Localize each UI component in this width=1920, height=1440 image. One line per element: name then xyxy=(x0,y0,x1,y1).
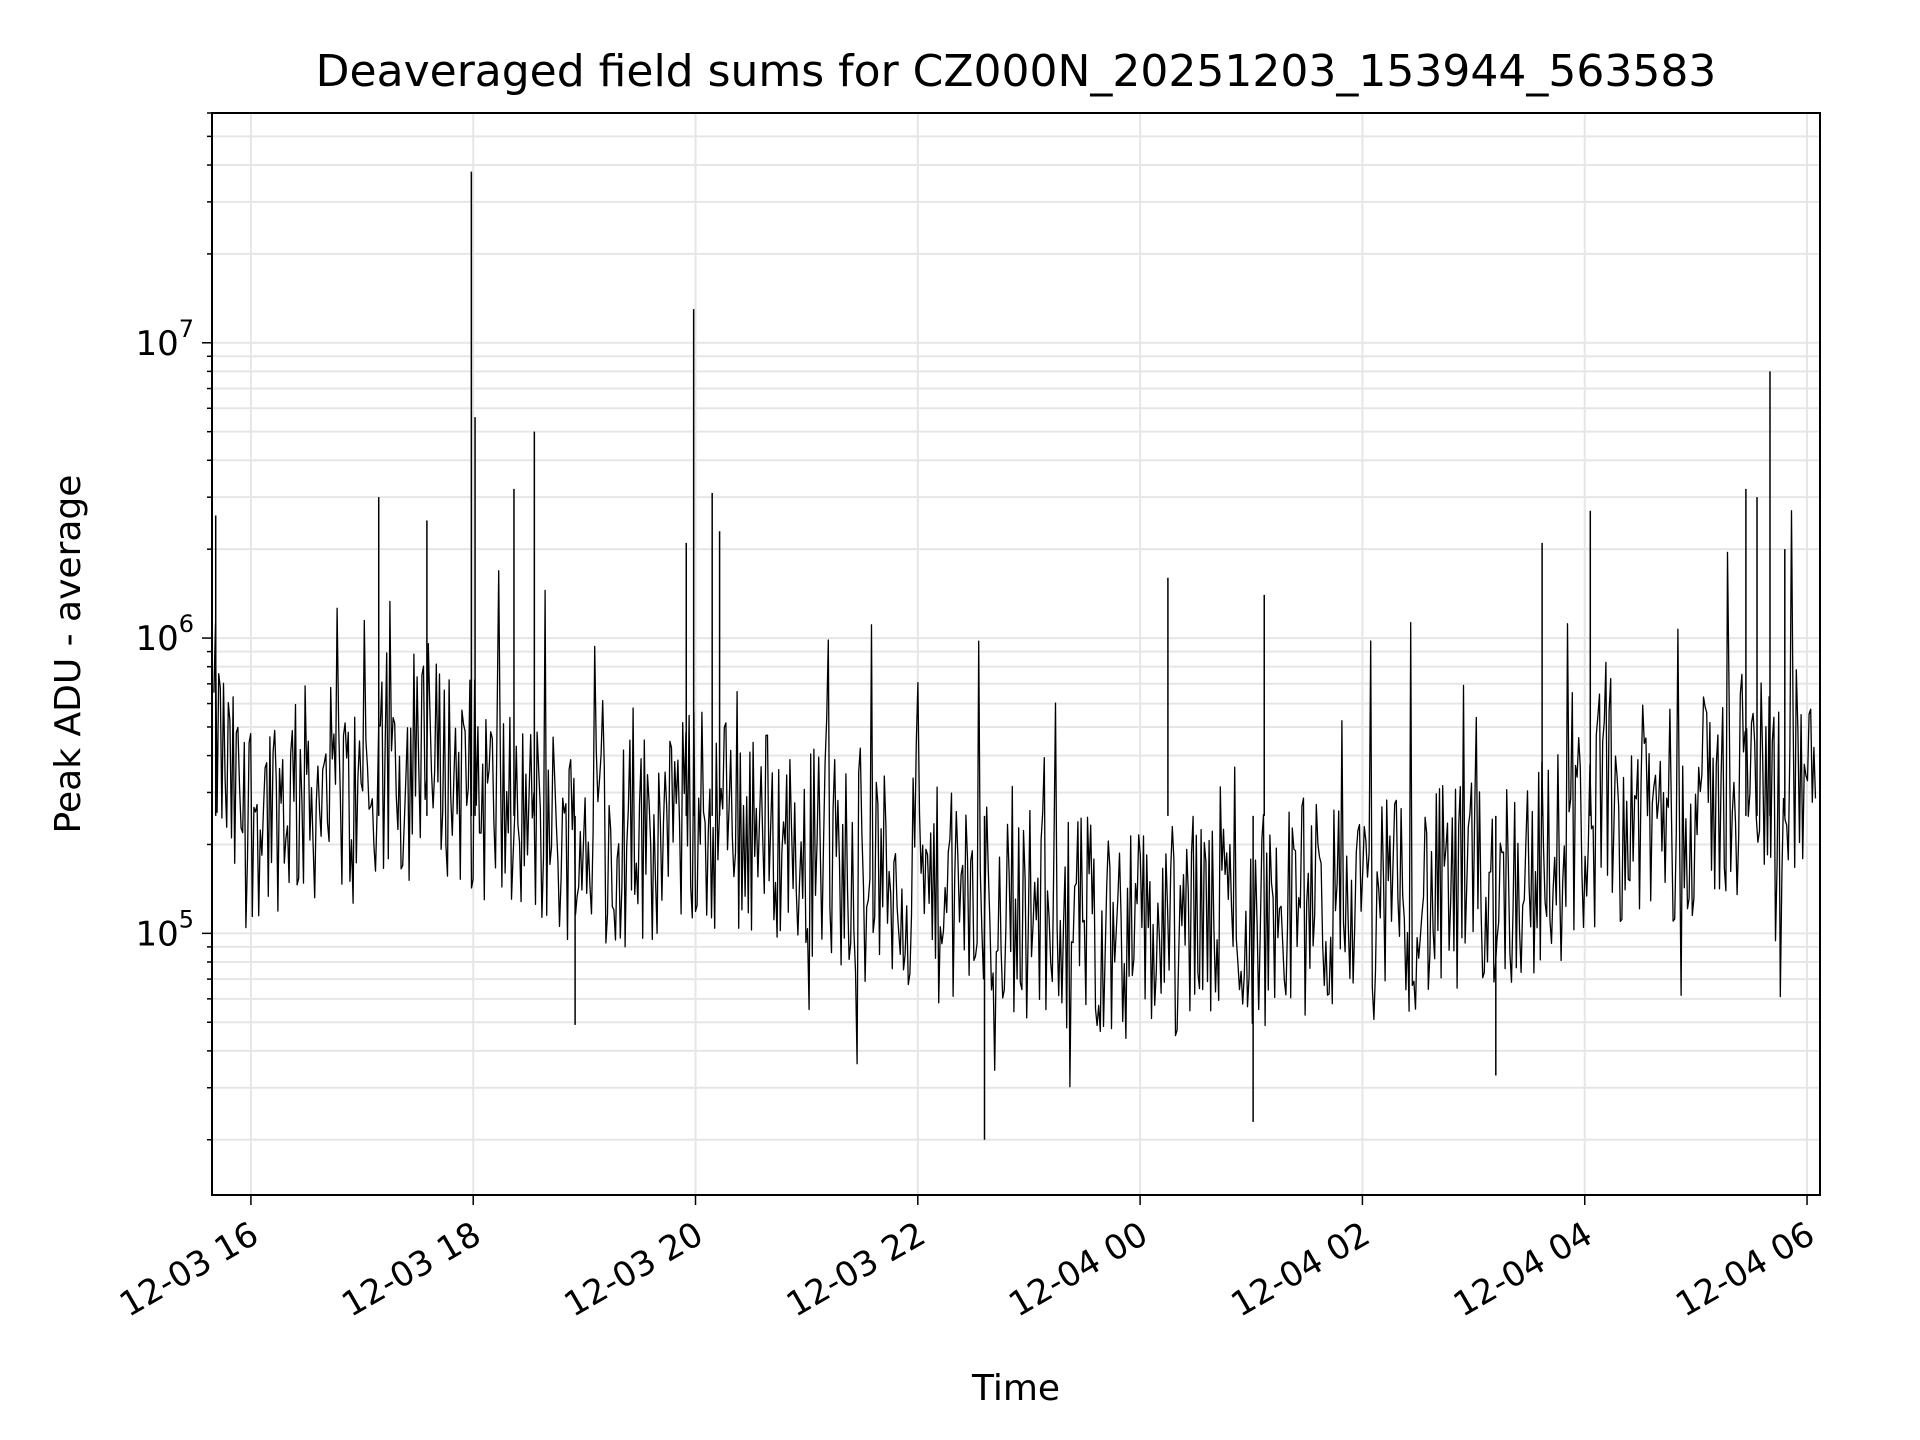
y-tick-label: 107 xyxy=(135,315,194,364)
grid xyxy=(212,112,1820,1195)
series-line xyxy=(213,510,1817,1088)
chart-title: Deaveraged field sums for CZ000N_2025120… xyxy=(316,46,1717,97)
y-tick-label: 105 xyxy=(135,905,194,954)
series-group xyxy=(213,171,1817,1140)
plot-frame xyxy=(211,112,1821,1196)
x-axis-label: Time xyxy=(971,1368,1060,1409)
y-tick-label: 106 xyxy=(135,610,194,659)
y-axis-label: Peak ADU - average xyxy=(48,475,89,834)
